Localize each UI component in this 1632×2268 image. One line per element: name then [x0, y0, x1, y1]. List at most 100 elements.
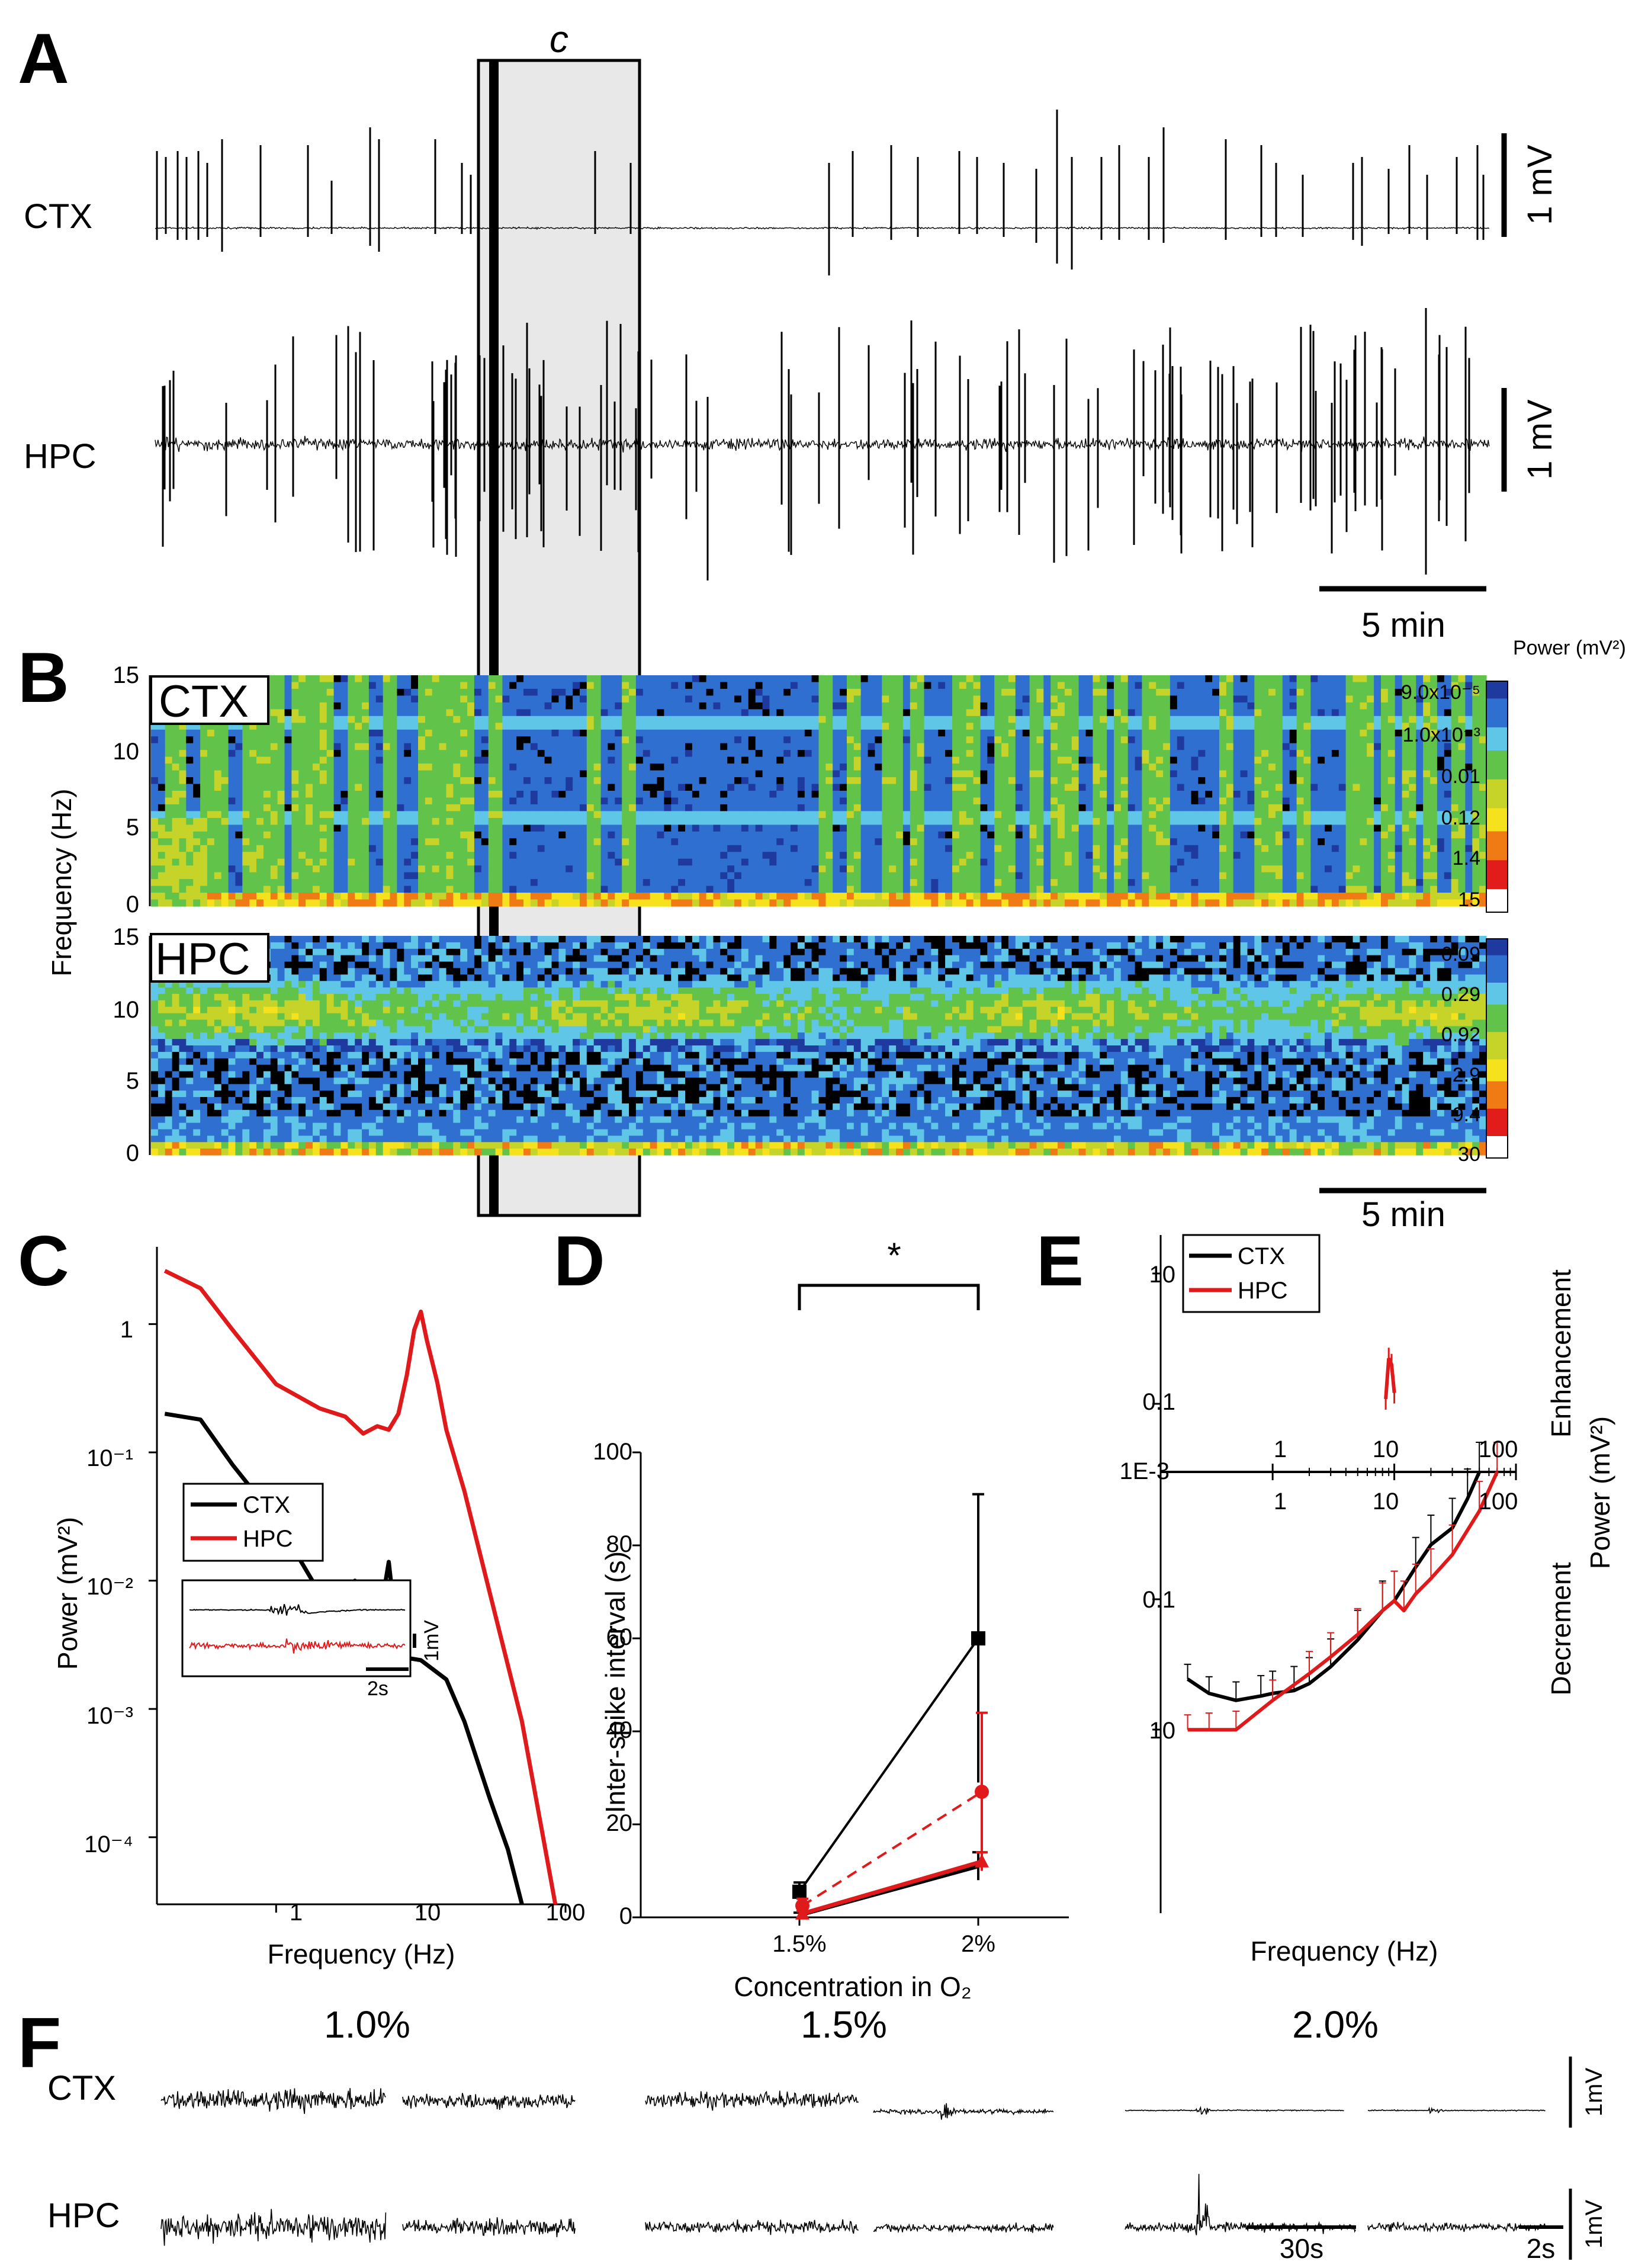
ctx-spec-cell — [748, 682, 756, 689]
ctx-spec-cell — [390, 750, 397, 758]
ctx-spec-cell — [847, 811, 854, 819]
ctx-spec-cell — [804, 804, 812, 811]
ctx-spec-cell — [980, 784, 988, 791]
ctx-spec-cell — [580, 852, 587, 859]
ctx-spec-cell — [404, 804, 412, 811]
ctx-spec-cell — [910, 682, 918, 689]
ctx-spec-cell — [622, 756, 629, 764]
ctx-spec-cell — [720, 899, 728, 907]
ctx-spec-cell — [207, 777, 215, 785]
ctx-spec-cell — [608, 709, 615, 717]
ctx-spec-cell — [910, 797, 918, 805]
ctx-spec-cell — [214, 770, 222, 778]
ctx-spec-cell — [931, 743, 939, 750]
ctx-spec-cell — [847, 872, 854, 880]
ctx-spec-cell — [551, 865, 559, 873]
ctx-spec-cell — [875, 716, 882, 723]
ctx-spec-cell — [825, 817, 833, 825]
ctx-spec-cell — [734, 852, 742, 859]
ctx-spec-cell — [1022, 899, 1030, 907]
ctx-spec-cell — [1127, 845, 1136, 852]
ctx-spec-cell — [249, 865, 257, 873]
ctx-spec-cell — [453, 886, 461, 893]
ctx-spec-cell — [530, 695, 538, 703]
ctx-spec-cell — [741, 784, 749, 791]
ctx-spec-cell — [1093, 770, 1100, 778]
ctx-spec-cell — [228, 825, 236, 832]
ctx-spec-cell — [523, 845, 531, 852]
ctx-spec-cell — [306, 688, 313, 696]
ctx-spec-cell — [158, 845, 166, 852]
ctx-spec-cell — [882, 736, 889, 744]
ctx-spec-cell — [853, 879, 862, 887]
ctx-spec-cell — [1100, 675, 1107, 683]
ctx-spec-cell — [664, 811, 672, 819]
ctx-spec-cell — [699, 764, 707, 771]
ctx-spec-cell — [411, 831, 419, 839]
ctx-spec-cell — [368, 879, 377, 887]
ctx-spec-cell — [791, 886, 798, 893]
ctx-spec-cell — [994, 784, 1002, 791]
ctx-spec-cell — [333, 825, 342, 832]
ctx-spec-cell — [642, 709, 651, 717]
ctx-spec-cell — [453, 831, 461, 839]
ctx-spec-cell — [179, 743, 187, 750]
ctx-spec-cell — [769, 893, 777, 900]
ctx-spec-cell — [741, 729, 749, 737]
ctx-spec-cell — [924, 791, 931, 798]
ctx-spec-cell — [629, 817, 637, 825]
ctx-spec-cell — [558, 804, 566, 811]
ctx-spec-cell — [608, 791, 615, 798]
ctx-spec-cell — [502, 858, 510, 866]
ctx-spec-cell — [762, 899, 770, 907]
ctx-spec-cell — [383, 716, 391, 723]
ctx-spec-cell — [313, 865, 320, 873]
ctx-spec-cell — [1149, 845, 1156, 852]
ctx-spec-cell — [910, 791, 918, 798]
ctx-spec-cell — [580, 750, 587, 758]
ctx-spec-cell — [1022, 879, 1030, 887]
ctx-spec-cell — [685, 675, 693, 683]
ctx-spec-cell — [558, 879, 566, 887]
ctx-spec-cell — [235, 756, 243, 764]
ctx-spec-cell — [1022, 845, 1030, 852]
ctx-spec-cell — [333, 893, 342, 900]
ctx-spec-cell — [664, 682, 672, 689]
ctx-spec-cell — [319, 899, 327, 907]
ctx-spec-cell — [306, 899, 313, 907]
ctx-spec-cell — [769, 811, 777, 819]
ctx-spec-cell — [664, 845, 672, 852]
ctx-spec-cell — [783, 675, 791, 683]
ctx-spec-cell — [762, 743, 770, 750]
ctx-spec-cell — [692, 838, 700, 846]
ctx-spec-cell — [966, 831, 974, 839]
ctx-spec-cell — [313, 899, 320, 907]
ctx-spec-cell — [333, 886, 342, 893]
ctx-spec-cell — [474, 872, 482, 880]
ctx-spec-cell — [263, 797, 271, 805]
ctx-spec-cell — [481, 838, 489, 846]
ctx-spec-cell — [165, 879, 173, 887]
ctx-spec-cell — [474, 736, 482, 744]
ctx-spec-cell — [833, 695, 840, 703]
ctx-spec-cell — [959, 811, 967, 819]
ctx-spec-cell — [741, 688, 749, 696]
ctx-spec-cell — [1127, 695, 1136, 703]
ctx-spec-cell — [1142, 729, 1149, 737]
ctx-spec-cell — [235, 729, 243, 737]
ctx-spec-cell — [418, 682, 426, 689]
ctx-spec-cell — [551, 893, 559, 900]
ctx-spec-cell — [825, 872, 833, 880]
ctx-spec-cell — [945, 852, 953, 859]
ctx-spec-cell — [1156, 770, 1164, 778]
ctx-spec-cell — [1149, 784, 1156, 791]
ctx-spec-cell — [1170, 695, 1178, 703]
ctx-spec-cell — [734, 831, 742, 839]
ctx-spec-cell — [179, 825, 187, 832]
ctx-spec-cell — [699, 709, 707, 717]
ctx-spec-cell — [692, 777, 700, 785]
ctx-spec-cell — [495, 688, 503, 696]
ctx-spec-cell — [558, 723, 566, 730]
ctx-spec-cell — [446, 702, 454, 710]
ctx-spec-cell — [657, 675, 664, 683]
